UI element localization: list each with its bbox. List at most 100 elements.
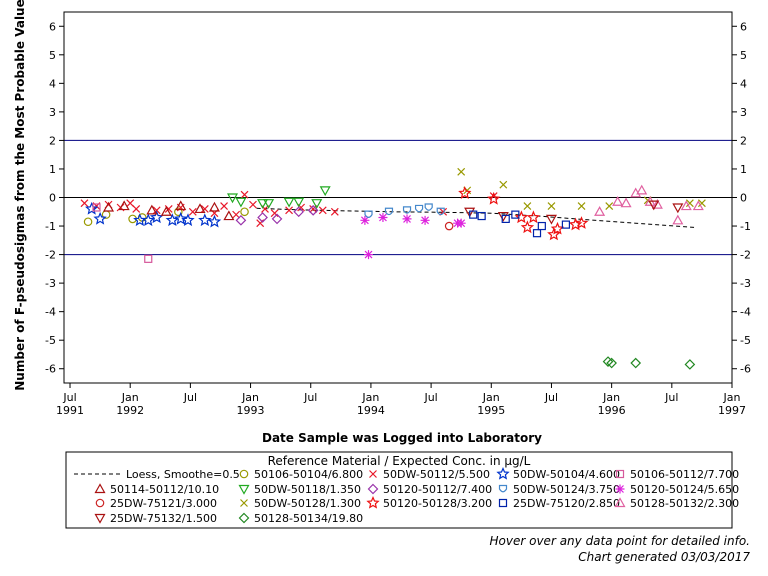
data-point [568, 217, 583, 231]
data-point [175, 200, 187, 211]
data-point [464, 207, 476, 218]
data-point [497, 211, 509, 222]
data-point [537, 221, 546, 231]
x-tick-label: Jul [303, 391, 317, 404]
data-point [547, 202, 556, 210]
legend: Reference Material / Expected Conc. in µ… [65, 451, 739, 529]
data-point [270, 209, 279, 218]
data-point [93, 211, 107, 225]
data-point [532, 229, 542, 238]
data-point [257, 212, 268, 223]
data-point [319, 186, 331, 197]
data-point [208, 201, 220, 212]
data-point [523, 202, 532, 210]
x-tick-label: Jul [544, 391, 558, 404]
legend-marker [94, 513, 106, 524]
data-point [257, 199, 269, 209]
x-tick-year-label: 1996 [598, 404, 626, 417]
data-point [514, 210, 529, 224]
data-point [697, 199, 706, 208]
data-point [198, 213, 212, 227]
series-4 [103, 200, 235, 221]
data-point [692, 200, 704, 211]
data-point [144, 254, 153, 263]
x-tick-year-label: 1997 [718, 404, 746, 417]
data-point [132, 204, 141, 213]
data-point [364, 250, 374, 260]
data-point [240, 207, 249, 217]
data-point [456, 218, 466, 228]
series-3 [92, 203, 153, 263]
data-point [360, 215, 370, 225]
legend-marker [238, 512, 250, 524]
legend-frame [65, 451, 733, 529]
hover-note: Hover over any data point for detailed i… [489, 534, 750, 548]
legend-label: 50106-50104/6.800 [254, 468, 363, 481]
legend-label: 50DW-50112/5.500 [383, 468, 490, 481]
y-tick-label-right: -2 [740, 249, 751, 262]
series-13 [602, 356, 696, 370]
legend-label: 50DW-50104/4.600 [513, 468, 620, 481]
data-point [489, 192, 498, 200]
data-point [188, 207, 197, 216]
data-point [223, 210, 235, 221]
series-9 [235, 204, 319, 226]
y-tick-label-left: -4 [45, 306, 56, 319]
y-tick-label-left: -2 [45, 249, 56, 262]
series-7 [360, 212, 466, 260]
y-tick-label-right: -1 [740, 220, 751, 233]
data-point [574, 216, 589, 229]
legend-marker [239, 469, 249, 479]
series-12 [464, 200, 684, 225]
data-point [293, 206, 305, 218]
legend-marker [366, 495, 380, 509]
legend-label: 50DW-50128/1.300 [254, 497, 361, 510]
y-tick-label-right: -4 [740, 306, 751, 319]
legend-marker [614, 497, 626, 508]
data-point [457, 167, 466, 176]
series-6 [457, 167, 706, 210]
data-point [165, 213, 180, 227]
data-point [174, 211, 188, 225]
x-tick-year-label: 1992 [116, 404, 144, 417]
data-point [80, 199, 89, 208]
legend-title: Reference Material / Expected Conc. in µ… [268, 454, 531, 468]
y-tick-label-right: 1 [740, 163, 747, 176]
y-tick-label-right: 5 [740, 49, 747, 62]
data-point [160, 206, 172, 216]
y-tick-label-left: 5 [49, 49, 56, 62]
y-tick-label-right: 3 [740, 106, 747, 119]
legend-marker [238, 484, 250, 495]
data-point [487, 191, 501, 205]
data-point [636, 184, 648, 195]
series-11 [594, 184, 704, 225]
y-axis-title: Number of F-pseudosigmas from the Most P… [13, 0, 27, 391]
data-point [149, 210, 164, 224]
data-point [141, 213, 155, 227]
data-point [152, 206, 161, 215]
data-point [577, 202, 586, 210]
y-tick-label-left: -1 [45, 220, 56, 233]
y-tick-label-right: 2 [740, 134, 747, 147]
x-tick-year-label: 1991 [56, 404, 84, 417]
data-point [235, 214, 247, 226]
data-point [414, 204, 424, 213]
data-point [285, 206, 293, 215]
data-point [477, 211, 486, 221]
y-tick-label-right: -6 [740, 363, 751, 376]
data-point [220, 202, 229, 210]
series-0 [83, 207, 249, 227]
legend-marker [498, 484, 508, 493]
legend-label: 50120-50112/7.400 [383, 483, 492, 496]
x-tick-label: Jul [62, 391, 76, 404]
x-tick-label: Jul [664, 391, 678, 404]
data-point [545, 214, 557, 225]
data-point [293, 197, 305, 208]
data-point [550, 221, 565, 235]
legend-marker [496, 466, 510, 480]
data-point [330, 207, 339, 216]
data-point [499, 180, 508, 189]
legend-marker [94, 483, 106, 494]
generated-note: Chart generated 03/03/2017 [578, 550, 750, 564]
